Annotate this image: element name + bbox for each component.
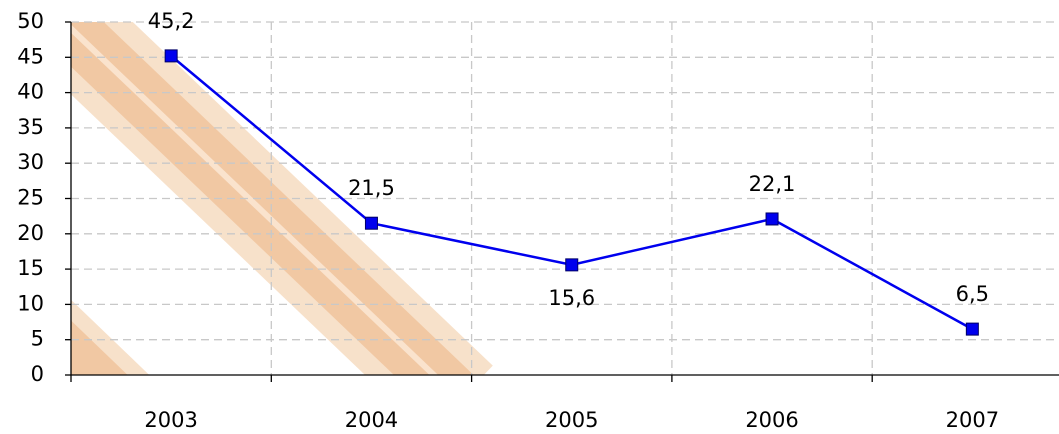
marker [164, 49, 178, 63]
marker [765, 212, 779, 226]
y-tick-label: 0 [31, 362, 44, 386]
y-tick-label: 25 [17, 186, 44, 210]
marker [965, 322, 979, 336]
background-decoration [71, 22, 493, 375]
y-tick-label: 20 [17, 221, 44, 245]
y-tick-label: 5 [31, 327, 44, 351]
y-tick-label: 35 [17, 115, 44, 139]
value-label: 21,5 [348, 176, 395, 200]
value-label: 45,2 [148, 9, 195, 33]
y-tick-label: 45 [17, 44, 44, 68]
value-label: 22,1 [749, 172, 796, 196]
x-tick-label: 2007 [946, 408, 999, 432]
y-tick-label: 40 [17, 80, 44, 104]
x-tick-label: 2003 [144, 408, 197, 432]
x-tick-label: 2005 [545, 408, 598, 432]
value-label: 6,5 [956, 282, 989, 306]
x-tick-label: 2004 [345, 408, 398, 432]
plot: 0 5 10 15 20 25 30 35 40 45 50 2003 2004 2005 2006 2007… [17, 9, 1059, 432]
y-tick-label: 15 [17, 256, 44, 280]
y-tick-label: 50 [17, 9, 44, 33]
y-tick-label: 10 [17, 291, 44, 315]
marker [364, 216, 378, 230]
marker [565, 258, 579, 272]
y-tick-label: 30 [17, 150, 44, 174]
x-tick-label: 2006 [745, 408, 798, 432]
value-label: 15,6 [548, 286, 595, 310]
